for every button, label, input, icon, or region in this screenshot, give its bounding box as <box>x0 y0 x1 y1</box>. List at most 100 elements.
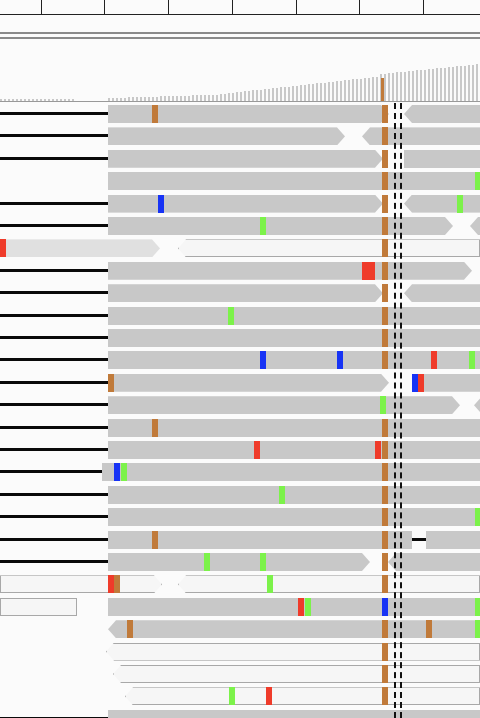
mismatch-base-G[interactable] <box>382 105 388 123</box>
mismatch-base-C[interactable] <box>382 597 388 616</box>
forward-read[interactable] <box>108 172 480 191</box>
mismatch-base-G[interactable] <box>382 508 388 527</box>
forward-read[interactable] <box>0 597 77 616</box>
read-alignment-track[interactable] <box>0 103 480 718</box>
forward-read[interactable] <box>108 374 389 392</box>
mismatch-base-G[interactable] <box>114 575 120 594</box>
reverse-read[interactable] <box>404 284 480 303</box>
forward-read[interactable] <box>108 127 345 145</box>
reverse-read[interactable] <box>404 105 480 123</box>
forward-read[interactable] <box>108 418 480 437</box>
mismatch-base-C[interactable] <box>114 463 120 482</box>
mismatch-base-G[interactable] <box>382 441 388 459</box>
mismatch-base-A[interactable] <box>475 597 480 616</box>
mismatch-base-G[interactable] <box>426 620 432 639</box>
forward-read[interactable] <box>108 396 460 414</box>
reverse-read[interactable] <box>106 642 480 661</box>
mismatch-base-G[interactable] <box>382 575 388 594</box>
mismatch-base-G[interactable] <box>382 306 388 325</box>
mismatch-base-G[interactable] <box>108 373 114 392</box>
forward-read[interactable] <box>108 351 480 370</box>
forward-read[interactable] <box>108 150 383 168</box>
forward-read[interactable] <box>108 195 383 213</box>
mismatch-base-A[interactable] <box>475 620 480 639</box>
mismatch-base-G[interactable] <box>382 620 388 639</box>
forward-read[interactable] <box>108 508 480 527</box>
mismatch-base-A[interactable] <box>229 687 235 706</box>
mismatch-base-A[interactable] <box>305 597 311 616</box>
mismatch-base-T[interactable] <box>362 261 375 280</box>
mismatch-base-C[interactable] <box>337 351 343 370</box>
forward-read[interactable] <box>108 597 480 616</box>
genome-ruler[interactable] <box>0 0 480 44</box>
forward-read[interactable] <box>108 217 453 235</box>
mismatch-base-G[interactable] <box>382 485 388 504</box>
mismatch-base-T[interactable] <box>431 351 437 370</box>
forward-read[interactable] <box>108 329 480 347</box>
mismatch-base-A[interactable] <box>457 194 463 213</box>
mismatch-base-C[interactable] <box>260 351 266 370</box>
reverse-read[interactable] <box>474 396 480 415</box>
forward-read[interactable] <box>0 239 160 257</box>
mismatch-base-A[interactable] <box>475 172 480 191</box>
mismatch-base-G[interactable] <box>382 687 388 706</box>
mismatch-base-G[interactable] <box>382 239 388 258</box>
mismatch-base-T[interactable] <box>108 575 114 594</box>
mismatch-base-A[interactable] <box>475 508 480 527</box>
forward-read[interactable] <box>102 463 480 482</box>
mismatch-base-T[interactable] <box>418 373 424 392</box>
forward-read[interactable] <box>108 306 480 325</box>
mismatch-base-A[interactable] <box>228 306 234 325</box>
mismatch-base-G[interactable] <box>382 351 388 370</box>
forward-read[interactable] <box>108 284 383 302</box>
mismatch-base-G[interactable] <box>382 463 388 482</box>
mismatch-base-T[interactable] <box>298 597 304 616</box>
mismatch-base-G[interactable] <box>382 665 388 683</box>
mismatch-base-G[interactable] <box>382 261 388 280</box>
mismatch-base-G[interactable] <box>382 642 388 661</box>
mismatch-base-C[interactable] <box>158 194 164 213</box>
reverse-read[interactable] <box>178 575 480 594</box>
mismatch-base-T[interactable] <box>266 687 272 706</box>
reverse-read[interactable] <box>178 239 480 258</box>
mismatch-base-A[interactable] <box>279 485 285 504</box>
mismatch-base-G[interactable] <box>382 217 388 235</box>
reverse-read[interactable] <box>125 687 480 706</box>
mismatch-base-G[interactable] <box>382 172 388 191</box>
forward-read[interactable] <box>108 485 480 504</box>
mismatch-base-A[interactable] <box>469 351 475 370</box>
mismatch-base-G[interactable] <box>382 329 388 347</box>
mismatch-base-A[interactable] <box>204 553 210 571</box>
mismatch-base-T[interactable] <box>0 239 6 258</box>
forward-read[interactable] <box>108 530 412 549</box>
mismatch-base-G[interactable] <box>382 149 388 168</box>
mismatch-base-G[interactable] <box>152 418 158 437</box>
reverse-read[interactable] <box>108 620 480 639</box>
forward-read[interactable] <box>0 575 162 593</box>
reverse-read[interactable] <box>113 665 480 683</box>
mismatch-base-T[interactable] <box>375 441 381 459</box>
forward-read[interactable] <box>108 105 389 123</box>
mismatch-base-A[interactable] <box>121 463 127 482</box>
mismatch-base-G[interactable] <box>382 418 388 437</box>
mismatch-base-A[interactable] <box>380 396 386 415</box>
forward-read[interactable] <box>108 262 472 280</box>
mismatch-base-G[interactable] <box>152 530 158 549</box>
mismatch-base-A[interactable] <box>260 553 266 571</box>
mismatch-base-T[interactable] <box>254 441 260 459</box>
mismatch-base-A[interactable] <box>260 217 266 235</box>
reverse-read[interactable] <box>404 194 480 213</box>
coverage-track[interactable] <box>0 44 480 102</box>
forward-read[interactable] <box>108 709 480 718</box>
reverse-read[interactable] <box>470 217 480 235</box>
forward-read[interactable] <box>108 441 480 459</box>
forward-read[interactable] <box>426 530 480 549</box>
mismatch-base-G[interactable] <box>382 194 388 213</box>
mismatch-base-G[interactable] <box>127 620 133 639</box>
mismatch-base-G[interactable] <box>382 530 388 549</box>
reverse-read[interactable] <box>412 373 480 392</box>
mismatch-base-G[interactable] <box>152 105 158 123</box>
mismatch-base-A[interactable] <box>267 575 273 594</box>
mismatch-base-G[interactable] <box>382 553 388 571</box>
